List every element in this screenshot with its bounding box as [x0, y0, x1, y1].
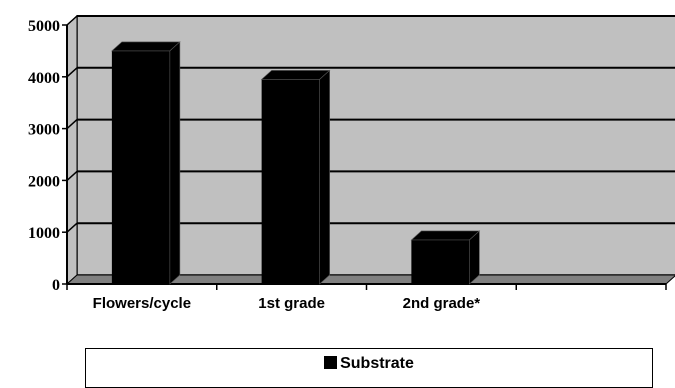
bars	[111, 41, 481, 285]
y-tick-label: 5000	[28, 18, 60, 35]
bar-top	[260, 70, 331, 80]
bar-side	[169, 41, 181, 285]
y-tick-label: 0	[52, 277, 60, 294]
legend: Substrate	[85, 348, 653, 388]
bar-chart: 0 1000 2000 3000 4000 5000 Flowers/cycle 1st g…	[28, 14, 675, 312]
bar	[260, 69, 331, 285]
y-tick-label: 3000	[28, 122, 60, 139]
x-tick-label: Flowers/cycle	[93, 295, 191, 312]
y-axis-ticks: 0 1000 2000 3000 4000 5000	[28, 18, 67, 294]
bar-top	[410, 230, 481, 241]
bar-front	[261, 79, 320, 284]
y-tick-label: 1000	[28, 225, 60, 242]
x-tick-label: 1st grade	[258, 295, 325, 312]
bar-side	[469, 230, 480, 285]
gridline-side	[66, 67, 78, 78]
bar	[410, 230, 481, 285]
x-tick-label: 2nd grade*	[403, 295, 481, 312]
bar-front	[411, 239, 470, 284]
legend-label: Substrate	[340, 355, 414, 372]
bar-top	[111, 41, 181, 52]
gridline-side	[66, 170, 78, 181]
gridline-side	[66, 222, 78, 233]
bar-side	[319, 69, 330, 285]
y-tick-label: 2000	[28, 173, 60, 190]
gridline-side	[66, 15, 78, 26]
y-tick-label: 4000	[28, 70, 60, 87]
bar	[111, 41, 181, 285]
gridline-side	[66, 119, 78, 130]
plot-side-wall	[66, 14, 78, 286]
bar-front	[111, 50, 170, 285]
x-axis-ticks: Flowers/cycle 1st grade 2nd grade*	[66, 284, 667, 312]
legend-swatch	[324, 356, 338, 369]
